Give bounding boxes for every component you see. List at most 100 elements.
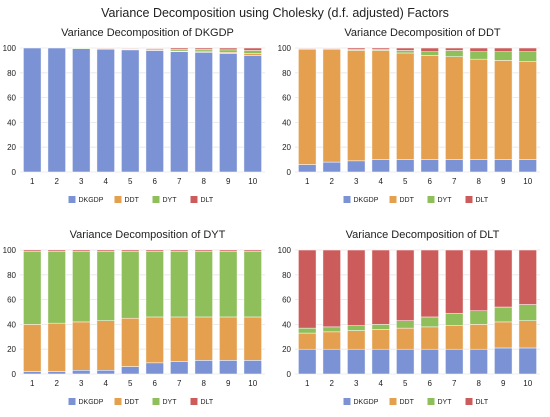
bar-segment-dlt <box>518 47 537 52</box>
x-tick-label: 6 <box>428 379 433 388</box>
y-tick-label: 60 <box>7 296 16 305</box>
bar-segment-dkgdp <box>145 50 164 173</box>
x-tick-label: 7 <box>452 379 457 388</box>
bar-segment-dlt <box>371 249 390 325</box>
bar-segment-dkgdp <box>347 160 366 173</box>
chart-dlt: Variance Decomposition of DLT 0 20 40 60 80 10… <box>275 222 550 417</box>
bar-segment-dkgdp <box>47 47 66 173</box>
bar-segment-ddt <box>322 331 341 350</box>
y-tick-label: 80 <box>282 271 291 280</box>
x-tick-label: 10 <box>248 379 257 388</box>
y-tick-label: 100 <box>3 246 17 255</box>
bar-segment-dkgdp <box>347 348 366 375</box>
bar-segment-ddt <box>420 326 439 350</box>
bar-segment-dlt <box>121 47 140 49</box>
legend-swatch-ddt <box>114 196 122 203</box>
bar-segment-dyt <box>494 51 513 61</box>
legend-label: DLT <box>476 399 489 406</box>
chart-title: Variance Decomposition of DDT <box>344 27 501 39</box>
bar-segment-dkgdp <box>494 159 513 173</box>
chart-svg: Variance Decomposition of DKGDP 0 20 40 60 80… <box>3 27 265 204</box>
x-tick-label: 5 <box>403 177 408 186</box>
bar-segment-ddt <box>322 48 341 163</box>
x-tick-label: 8 <box>202 379 207 388</box>
bar-segment-dyt <box>219 250 238 318</box>
bar-segment-dlt <box>170 47 189 50</box>
y-tick-label: 0 <box>12 168 17 177</box>
x-tick-label: 9 <box>501 177 506 186</box>
x-tick-label: 4 <box>379 379 384 388</box>
bar-segment-dkgdp <box>121 49 140 173</box>
x-tick-label: 7 <box>177 379 182 388</box>
chart-svg: Variance Decomposition of DLT 0 20 40 60 80 10… <box>278 229 540 406</box>
bar-segment-dyt <box>322 326 341 333</box>
bar-segment-dlt <box>170 249 189 252</box>
bar-segment-dyt <box>170 48 189 52</box>
bar-segment-dlt <box>243 249 262 252</box>
legend-swatch-dyt <box>152 196 160 203</box>
y-tick-label: 100 <box>278 246 292 255</box>
legend-label: DKGDP <box>79 399 104 406</box>
bar-segment-dyt <box>243 250 262 318</box>
legend-swatch-dyt <box>427 398 435 405</box>
x-tick-label: 1 <box>30 379 35 388</box>
x-tick-label: 4 <box>104 177 109 186</box>
x-tick-label: 7 <box>177 177 182 186</box>
bar-segment-dyt <box>72 250 91 323</box>
bar-segment-dlt <box>194 249 213 252</box>
y-tick-label: 0 <box>12 370 17 379</box>
bar-segment-dlt <box>96 249 115 252</box>
bar-segment-dyt <box>518 304 537 321</box>
bar-segment-ddt <box>72 321 91 371</box>
legend-swatch-dkgdp <box>343 196 351 203</box>
bar-segment-dyt <box>243 50 262 54</box>
x-tick-label: 5 <box>128 177 133 186</box>
bar-segment-dyt <box>47 250 66 324</box>
x-tick-label: 2 <box>330 177 335 186</box>
y-tick-label: 80 <box>7 69 16 78</box>
bar-segment-dkgdp <box>96 48 115 173</box>
bar-segment-dlt <box>322 47 341 49</box>
legend-label: DYT <box>163 197 178 204</box>
x-tick-label: 2 <box>330 379 335 388</box>
y-tick-label: 0 <box>287 370 292 379</box>
bar-segment-dlt <box>420 249 439 318</box>
bar-segment-dyt <box>72 47 91 49</box>
bar-segment-dyt <box>145 250 164 318</box>
legend-label: DYT <box>163 399 178 406</box>
legend-swatch-dkgdp <box>68 398 76 405</box>
bar-segment-dlt <box>469 47 488 52</box>
bar-segment-dlt <box>194 47 213 50</box>
bar-segment-dkgdp <box>219 360 238 375</box>
bar-segment-dkgdp <box>518 347 537 375</box>
x-tick-label: 9 <box>226 177 231 186</box>
bar-segment-dkgdp <box>219 53 238 173</box>
bar-segment-dkgdp <box>396 159 415 173</box>
bar-segment-dyt <box>170 250 189 318</box>
x-tick-label: 3 <box>354 379 359 388</box>
bar-segment-dlt <box>47 249 66 252</box>
legend-label: DKGDP <box>354 197 379 204</box>
bar-segment-ddt <box>347 330 366 350</box>
bar-segment-dyt <box>469 310 488 325</box>
y-tick-label: 60 <box>7 94 16 103</box>
bar-segment-dkgdp <box>47 371 66 375</box>
x-tick-label: 10 <box>523 379 532 388</box>
bar-segment-ddt <box>298 332 317 350</box>
x-tick-label: 9 <box>226 379 231 388</box>
bar-segment-dlt <box>396 249 415 321</box>
y-tick-label: 40 <box>282 320 291 329</box>
bar-segment-dyt <box>494 306 513 323</box>
bar-segment-ddt <box>243 316 262 361</box>
x-tick-label: 8 <box>477 379 482 388</box>
chart-title: Variance Decomposition of DKGDP <box>61 27 234 39</box>
bar-segment-dlt <box>469 249 488 312</box>
y-tick-label: 40 <box>7 320 16 329</box>
bar-segment-dlt <box>494 249 513 308</box>
bar-segment-dkgdp <box>243 55 262 173</box>
legend-label: DYT <box>438 399 453 406</box>
bar-segment-dlt <box>518 249 537 305</box>
bar-segment-dkgdp <box>23 47 42 173</box>
bar-segment-dkgdp <box>445 348 464 375</box>
bar-segment-dlt <box>145 249 164 252</box>
